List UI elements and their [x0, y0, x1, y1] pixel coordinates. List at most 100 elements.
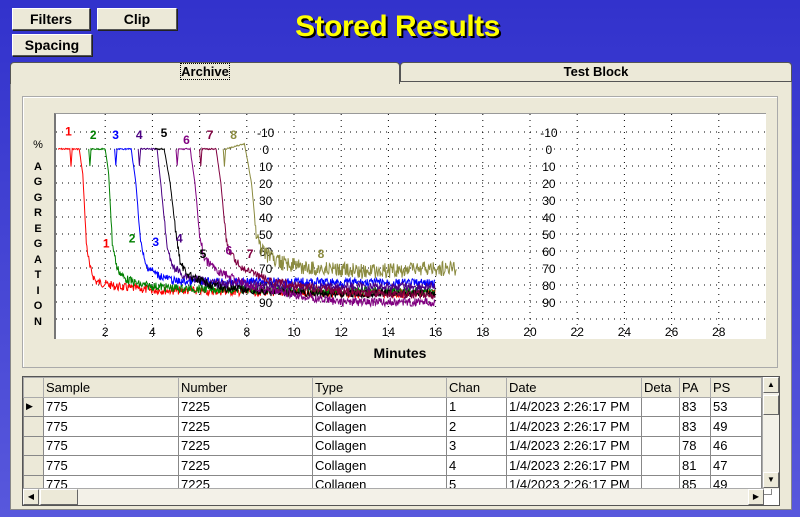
scroll-down-arrow-icon[interactable]: ▼: [763, 472, 779, 488]
cell-chan[interactable]: 4: [446, 455, 507, 476]
cell-pa[interactable]: 83: [679, 416, 711, 437]
curve-label: 6: [183, 133, 190, 147]
column-header-ps[interactable]: PS: [710, 377, 762, 398]
x-tick-label: 6: [196, 325, 203, 339]
cell-deta[interactable]: [641, 435, 680, 456]
right-y-tick-label: 30: [542, 194, 556, 208]
cell-chan[interactable]: 2: [446, 416, 507, 437]
right-y-tick-label: 80: [542, 279, 556, 293]
curve-label: 3: [112, 128, 119, 142]
tab-archive[interactable]: Archive: [10, 62, 400, 84]
column-header-deta[interactable]: Deta: [641, 377, 680, 398]
curve-label: 8: [318, 247, 325, 261]
spacing-button[interactable]: Spacing: [12, 34, 92, 56]
clip-button[interactable]: Clip: [97, 8, 177, 30]
column-header-date[interactable]: Date: [506, 377, 642, 398]
cell-number[interactable]: 7225: [178, 416, 313, 437]
x-tick-label: 14: [382, 325, 396, 339]
x-tick-label: 10: [287, 325, 301, 339]
x-tick-label: 26: [665, 325, 679, 339]
x-tick-label: 8: [243, 325, 250, 339]
series-line-5: [154, 147, 436, 300]
chart-group: [22, 96, 778, 368]
cell-chan[interactable]: 3: [446, 435, 507, 456]
cell-type[interactable]: Collagen: [312, 396, 447, 417]
table-row[interactable]: 775 7225 Collagen 2 1/4/2023 2:26:17 PM 83 49: [23, 416, 772, 437]
y-tick-label: -10: [257, 126, 275, 140]
y-axis-title-letter: N: [34, 315, 42, 328]
table-row[interactable]: ▶ 775 7225 Collagen 1 1/4/2023 2:26:17 PM 83 53: [23, 396, 772, 417]
x-tick-label: 16: [429, 325, 443, 339]
curve-label: 7: [247, 247, 254, 261]
cell-date[interactable]: 1/4/2023 2:26:17 PM: [506, 455, 642, 476]
series-line-8: [222, 142, 457, 279]
x-tick-label: 4: [149, 325, 156, 339]
cell-ps[interactable]: 53: [710, 396, 762, 417]
vertical-scroll-thumb[interactable]: [763, 395, 779, 415]
cell-sample[interactable]: 775: [43, 416, 179, 437]
cell-number[interactable]: 7225: [178, 455, 313, 476]
column-header-number[interactable]: Number: [178, 377, 313, 398]
y-axis-title-letter: I: [36, 284, 40, 297]
row-indicator-header: [23, 377, 44, 398]
results-grid[interactable]: Sample Number Type Chan Date Deta PA PS ▶ 775 722…: [22, 376, 780, 506]
y-tick-label: 90: [259, 296, 273, 310]
cell-ps[interactable]: 47: [710, 455, 762, 476]
right-y-tick-label: 0: [546, 143, 553, 157]
cell-sample[interactable]: 775: [43, 396, 179, 417]
right-y-tick-label: 10: [542, 160, 556, 174]
row-selector[interactable]: [23, 416, 44, 437]
cell-deta[interactable]: [641, 455, 680, 476]
cell-chan[interactable]: 1: [446, 396, 507, 417]
column-header-chan[interactable]: Chan: [446, 377, 507, 398]
curve-label: 2: [90, 128, 97, 142]
cell-sample[interactable]: 775: [43, 455, 179, 476]
scroll-right-arrow-icon[interactable]: ▶: [748, 489, 764, 505]
cell-ps[interactable]: 49: [710, 416, 762, 437]
x-tick-label: 20: [523, 325, 537, 339]
filters-button[interactable]: Filters: [12, 8, 90, 30]
cell-pa[interactable]: 83: [679, 396, 711, 417]
table-row[interactable]: 775 7225 Collagen 3 1/4/2023 2:26:17 PM 78 46: [23, 435, 772, 456]
tab-test-block[interactable]: Test Block: [400, 62, 792, 82]
x-tick-label: 2: [102, 325, 109, 339]
scroll-left-arrow-icon[interactable]: ◀: [23, 489, 39, 505]
column-header-pa[interactable]: PA: [679, 377, 711, 398]
row-selector[interactable]: [23, 455, 44, 476]
cell-deta[interactable]: [641, 396, 680, 417]
vertical-scrollbar[interactable]: ▲ ▼: [762, 377, 779, 489]
right-y-tick-label: 50: [542, 228, 556, 242]
curve-label: 1: [65, 124, 72, 138]
column-header-type[interactable]: Type: [312, 377, 447, 398]
cell-number[interactable]: 7225: [178, 396, 313, 417]
column-header-sample[interactable]: Sample: [43, 377, 179, 398]
right-y-tick-label: 60: [542, 245, 556, 259]
row-selector[interactable]: [23, 435, 44, 456]
current-row-arrow-icon[interactable]: ▶: [23, 396, 44, 417]
y-axis-label: % A G G R E G A T I O N: [30, 138, 46, 330]
cell-date[interactable]: 1/4/2023 2:26:17 PM: [506, 396, 642, 417]
cell-ps[interactable]: 46: [710, 435, 762, 456]
horizontal-scroll-thumb[interactable]: [40, 489, 78, 505]
cell-date[interactable]: 1/4/2023 2:26:17 PM: [506, 416, 642, 437]
curve-label: 4: [136, 128, 143, 142]
cell-deta[interactable]: [641, 416, 680, 437]
y-axis-title-letter: T: [34, 269, 42, 281]
horizontal-scrollbar[interactable]: ◀ ▶: [23, 488, 764, 505]
x-tick-label: 28: [712, 325, 726, 339]
cell-pa[interactable]: 78: [679, 435, 711, 456]
cell-type[interactable]: Collagen: [312, 416, 447, 437]
cell-pa[interactable]: 81: [679, 455, 711, 476]
cell-date[interactable]: 1/4/2023 2:26:17 PM: [506, 435, 642, 456]
cell-type[interactable]: Collagen: [312, 455, 447, 476]
curve-label: 2: [129, 232, 136, 246]
cell-type[interactable]: Collagen: [312, 435, 447, 456]
table-row[interactable]: 775 7225 Collagen 4 1/4/2023 2:26:17 PM 81 47: [23, 455, 772, 476]
results-table: Sample Number Type Chan Date Deta PA PS ▶ 775 722…: [23, 377, 772, 495]
x-tick-label: 22: [571, 325, 585, 339]
scroll-up-arrow-icon[interactable]: ▲: [763, 377, 779, 393]
cell-number[interactable]: 7225: [178, 435, 313, 456]
page-title: Stored Results: [295, 10, 500, 43]
cell-sample[interactable]: 775: [43, 435, 179, 456]
